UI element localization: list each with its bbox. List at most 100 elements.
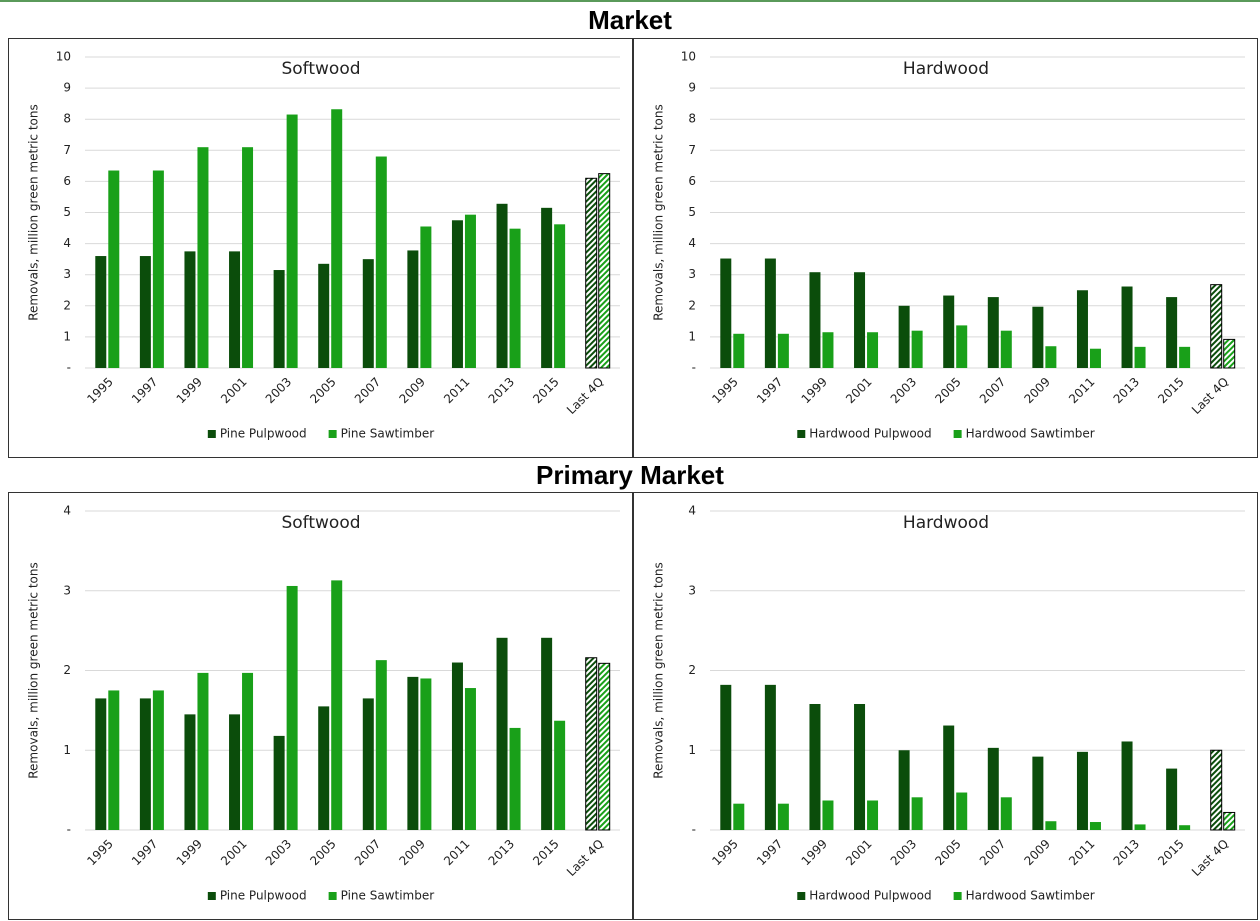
x-tick-label: 2013: [1111, 375, 1142, 406]
bar: [943, 295, 955, 368]
legend-swatch: [328, 892, 337, 900]
x-tick-label: 2015: [1155, 375, 1186, 406]
bar: [242, 147, 254, 368]
bar: [420, 678, 432, 830]
section-heading: Market: [588, 5, 672, 35]
bar: [541, 637, 553, 830]
bar: [509, 727, 521, 830]
x-tick-label: 2013: [486, 375, 517, 406]
bar: [451, 662, 463, 830]
bar: [987, 747, 999, 830]
y-tick-label: 8: [63, 112, 71, 126]
x-tick-label: 2011: [1066, 375, 1097, 406]
bar: [764, 684, 776, 830]
bar: [1179, 825, 1191, 830]
bar: [420, 226, 432, 368]
bar: [554, 720, 566, 830]
chart-title: Hardwood: [903, 513, 989, 533]
bar: [733, 333, 745, 368]
x-tick-label: Last 4Q: [1189, 375, 1231, 417]
bar: [139, 698, 151, 830]
y-tick-label: 6: [63, 174, 71, 188]
y-tick-label: 5: [688, 205, 696, 219]
x-tick-label: 2003: [263, 837, 294, 868]
chart-frame: [8, 492, 633, 920]
y-tick-label: -: [692, 361, 696, 375]
x-tick-label: 2005: [932, 375, 963, 406]
chart-title: Softwood: [281, 513, 360, 533]
legend-swatch: [207, 430, 216, 438]
y-axis-label: Removals, million green metric tons: [652, 104, 666, 321]
bar: [229, 714, 241, 830]
bar: [585, 177, 598, 369]
bar: [777, 333, 789, 368]
x-tick-label: 1999: [174, 375, 205, 406]
bar: [496, 637, 508, 830]
bar: [720, 258, 732, 368]
bar: [496, 203, 508, 368]
y-tick-label: 3: [688, 583, 696, 597]
x-tick-label: 1997: [129, 375, 160, 406]
chart: Softwood Removals, million green metric t…: [8, 492, 633, 920]
bar: [375, 156, 387, 368]
bar: [1223, 338, 1236, 369]
bar: [1210, 284, 1223, 369]
bar: [956, 792, 968, 830]
x-tick-label: 2011: [441, 837, 472, 868]
legend-swatch: [797, 892, 806, 900]
x-tick-label: 1995: [709, 375, 740, 406]
bar: [1000, 797, 1012, 830]
bar: [1089, 822, 1101, 830]
bar: [854, 703, 866, 830]
bar: [541, 207, 553, 368]
bar: [1134, 346, 1146, 368]
bar: [898, 305, 910, 368]
bar: [464, 688, 476, 830]
y-tick-label: 1: [688, 743, 696, 757]
x-tick-label: 2003: [888, 837, 919, 868]
bar: [987, 297, 999, 368]
bar: [407, 250, 419, 368]
bar: [1076, 290, 1088, 368]
bar: [1223, 811, 1236, 831]
bar: [1166, 297, 1178, 368]
y-tick-label: 7: [63, 143, 71, 157]
x-tick-label: 2007: [977, 837, 1008, 868]
bar: [95, 698, 107, 830]
chart: Hardwood Removals, million green metric t…: [633, 492, 1258, 920]
x-tick-label: 2009: [396, 375, 427, 406]
x-tick-label: 2009: [396, 837, 427, 868]
bar: [362, 259, 374, 368]
x-tick-label: 2003: [263, 375, 294, 406]
chart: Softwood Removals, million green metric t…: [8, 38, 633, 458]
bar: [720, 684, 732, 830]
x-tick-label: 2001: [218, 375, 249, 406]
x-tick-label: 2001: [843, 375, 874, 406]
bar: [822, 332, 834, 368]
bar: [273, 270, 285, 368]
legend-label: Pine Sawtimber: [341, 427, 435, 441]
bar: [1179, 346, 1191, 368]
y-tick-label: 4: [688, 504, 696, 518]
x-tick-label: 2005: [932, 837, 963, 868]
bar: [1032, 306, 1044, 368]
x-tick-label: Last 4Q: [1189, 837, 1231, 879]
x-tick-label: Last 4Q: [564, 375, 606, 417]
y-tick-label: 4: [63, 504, 71, 518]
legend-label: Hardwood Sawtimber: [966, 889, 1095, 903]
bar: [898, 750, 910, 830]
x-tick-label: 2007: [352, 375, 383, 406]
legend-label: Pine Pulpwood: [220, 889, 307, 903]
y-tick-label: 1: [688, 329, 696, 343]
bar: [822, 800, 834, 830]
x-tick-label: 2015: [530, 375, 561, 406]
y-tick-label: 10: [681, 50, 696, 64]
bar: [809, 703, 821, 830]
y-tick-label: 3: [688, 267, 696, 281]
x-tick-label: 1999: [799, 375, 830, 406]
bar: [1166, 768, 1178, 830]
legend-swatch: [328, 430, 337, 438]
bar: [554, 224, 566, 368]
legend-label: Hardwood Sawtimber: [966, 427, 1095, 441]
x-tick-label: 1995: [84, 837, 115, 868]
